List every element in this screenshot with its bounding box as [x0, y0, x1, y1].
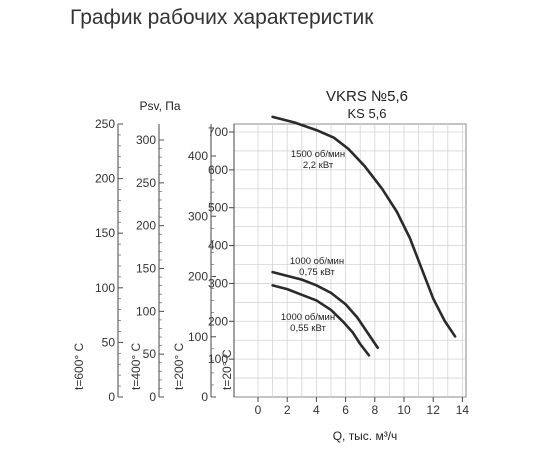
y-tick-label: 700: [208, 125, 228, 139]
page-title: График рабочих характеристик: [70, 6, 374, 29]
temp-tick-label: 0: [108, 390, 115, 404]
series-label-3: 0,55 кВт: [290, 323, 326, 334]
temp-scale-label: t=20° C: [220, 349, 234, 390]
y-axis-title: Psv, Па: [139, 99, 180, 113]
x-tick-label: 6: [342, 403, 349, 417]
series-label-3: 1000 об/мин: [281, 312, 335, 323]
x-tick-label: 4: [313, 403, 320, 417]
x-tick-label: 14: [456, 403, 470, 417]
series-label-1: 2,2 кВт: [303, 160, 334, 171]
series-line-3: [271, 284, 371, 357]
y-tick-label: 600: [208, 163, 228, 177]
temp-tick-label: 0: [149, 390, 156, 404]
temp-tick-label: 50: [143, 347, 157, 361]
y-tick-label: 100: [208, 352, 228, 366]
series-label-1: 1500 об/мин: [291, 149, 345, 160]
temp-tick-label: 100: [136, 304, 156, 318]
x-tick-label: 12: [427, 403, 441, 417]
x-tick-label: 8: [371, 403, 378, 417]
axes: 0 2 4 6 8 10 12 1410020030040050060070005010015…: [72, 117, 469, 417]
y-tick-label: 400: [208, 239, 228, 253]
x-tick-label: 10: [397, 403, 411, 417]
temp-tick-label: 200: [95, 172, 115, 186]
temp-tick-label: 250: [95, 117, 115, 131]
chart-subtitle: KS 5,6: [347, 106, 386, 121]
temp-tick-label: 250: [136, 176, 156, 190]
series: [271, 115, 457, 357]
temp-scale-label: t=200° C: [172, 343, 186, 390]
grid: [233, 123, 467, 398]
temp-tick-label: 150: [136, 262, 156, 276]
temp-tick-label: 200: [188, 270, 208, 284]
plot-frame: [233, 123, 467, 398]
y-tick-label: 300: [208, 276, 228, 290]
series-line-2: [271, 270, 380, 350]
temp-tick-label: 200: [136, 219, 156, 233]
temp-tick-label: 0: [201, 390, 208, 404]
x-tick-label: 0: [255, 403, 262, 417]
temp-scale-label: t=400° C: [129, 343, 143, 390]
x-tick-label: 2: [284, 403, 291, 417]
chart-title: VKRS №5,6: [326, 88, 408, 105]
x-axis-title: Q, тыс. м³/ч: [333, 429, 398, 443]
temp-scale-label: t=600° C: [72, 343, 86, 390]
temp-tick-label: 150: [95, 226, 115, 240]
temp-tick-label: 100: [95, 281, 115, 295]
temp-tick-label: 400: [188, 149, 208, 163]
temp-tick-label: 300: [136, 133, 156, 147]
temp-tick-label: 100: [188, 330, 208, 344]
temp-tick-label: 300: [188, 209, 208, 223]
series-line-1: [271, 115, 457, 338]
temp-tick-label: 50: [102, 335, 116, 349]
series-label-2: 1000 об/мин: [290, 256, 344, 267]
series-label-2: 0,75 кВт: [299, 267, 335, 278]
